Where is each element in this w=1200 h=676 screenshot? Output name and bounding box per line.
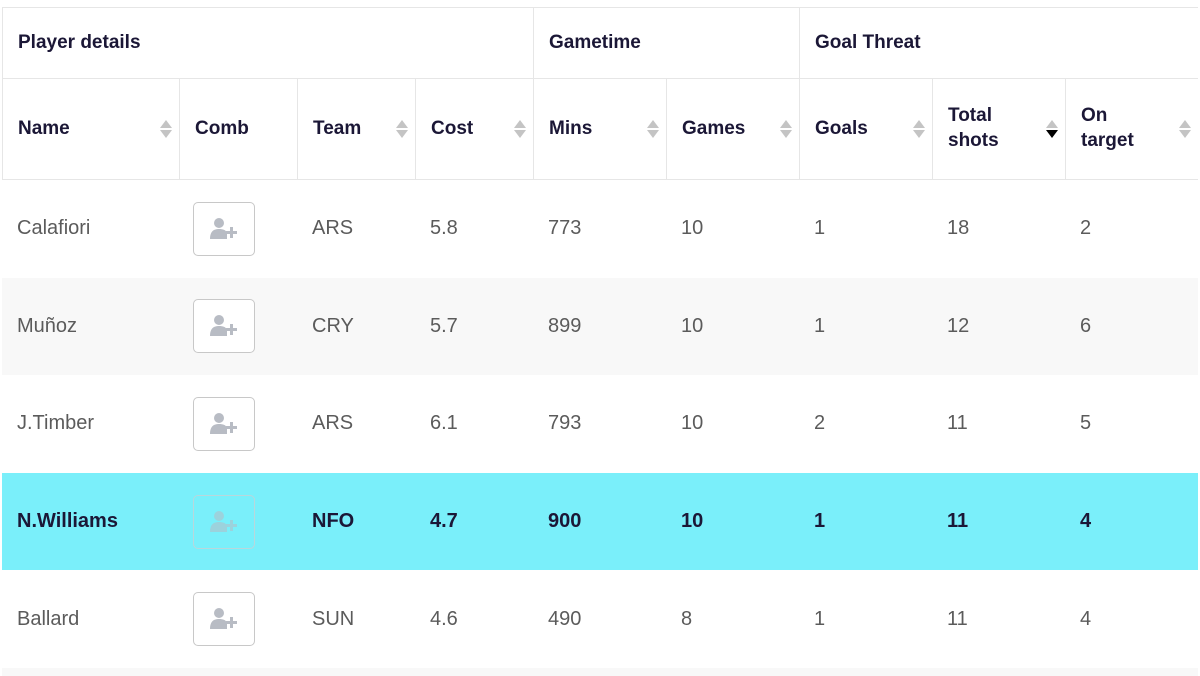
player-stats-table: Player details Gametime Goal Threat Name…: [2, 7, 1198, 668]
goals: 1: [814, 607, 826, 630]
comb-cell: [179, 570, 297, 668]
total-shots: 11: [947, 412, 968, 435]
sort-descending-icon[interactable]: [1046, 118, 1058, 140]
sort-icon[interactable]: [514, 118, 526, 140]
total-shots: 11: [947, 510, 969, 533]
comb-cell: [179, 180, 297, 278]
player-name[interactable]: Muñoz: [17, 314, 78, 337]
sort-icon[interactable]: [396, 118, 408, 140]
column-header-games[interactable]: Games: [666, 79, 799, 179]
column-header-total-shots[interactable]: Total shots: [932, 79, 1065, 179]
table-row-highlighted[interactable]: N.Williams NFO 4.7 900 10 1 11 4: [2, 472, 1198, 571]
table-row[interactable]: Muñoz CRY 5.7 899 10 1 12 6: [2, 277, 1198, 376]
goals: 1: [814, 217, 826, 240]
games: 10: [681, 217, 704, 240]
player-name[interactable]: J.Timber: [17, 412, 95, 435]
sort-icon[interactable]: [913, 118, 925, 140]
sort-icon[interactable]: [160, 118, 172, 140]
group-header-goal-threat: Goal Threat: [799, 8, 1198, 78]
mins: 490: [548, 607, 582, 630]
cost: 5.8: [430, 217, 458, 240]
sort-icon[interactable]: [780, 118, 792, 140]
comb-cell: [179, 375, 297, 473]
on-target: 6: [1080, 314, 1092, 337]
on-target: 4: [1080, 510, 1092, 533]
add-to-comb-button[interactable]: [193, 494, 255, 549]
column-header-label: Team: [313, 117, 362, 139]
cost: 4.6: [430, 607, 458, 630]
team: SUN: [312, 607, 355, 630]
mins: 773: [548, 217, 582, 240]
table-row[interactable]: J.Timber ARS 6.1 793 10 2 11 5: [2, 375, 1198, 473]
on-target: 4: [1080, 607, 1092, 630]
column-header-label: Goals: [815, 117, 868, 139]
comb-cell: [179, 473, 297, 571]
add-user-icon: [210, 217, 237, 239]
add-to-comb-button[interactable]: [193, 396, 255, 451]
sort-icon[interactable]: [647, 118, 659, 140]
team: NFO: [312, 510, 355, 533]
column-header-comb: Comb: [179, 79, 297, 179]
table-row[interactable]: Ballard SUN 4.6 490 8 1 11 4: [2, 570, 1198, 668]
cost: 5.7: [430, 314, 458, 337]
on-target: 2: [1080, 217, 1092, 240]
table-row[interactable]: Calafiori ARS 5.8 773 10 1 18 2: [2, 180, 1198, 278]
add-to-comb-button[interactable]: [193, 592, 255, 647]
column-header-label: Total shots: [948, 105, 999, 151]
total-shots: 11: [947, 607, 968, 630]
add-user-icon: [210, 315, 237, 337]
team: CRY: [312, 314, 354, 337]
column-group-header-row: Player details Gametime Goal Threat: [2, 7, 1198, 79]
column-header-label: Games: [682, 117, 746, 139]
sort-icon[interactable]: [1179, 118, 1191, 140]
cost: 6.1: [430, 412, 458, 435]
column-header-team[interactable]: Team: [297, 79, 415, 179]
team: ARS: [312, 412, 354, 435]
player-name[interactable]: N.Williams: [17, 510, 118, 533]
column-header-label: Name: [18, 117, 70, 139]
goals: 1: [814, 510, 826, 533]
column-header-label: Comb: [195, 117, 249, 139]
team: ARS: [312, 217, 354, 240]
add-user-icon: [210, 510, 237, 532]
column-header-name[interactable]: Name: [2, 79, 179, 179]
mins: 900: [548, 510, 582, 533]
mins: 899: [548, 314, 582, 337]
total-shots: 18: [947, 217, 970, 240]
column-header-cost[interactable]: Cost: [415, 79, 533, 179]
player-name[interactable]: Calafiori: [17, 217, 91, 240]
add-to-comb-button[interactable]: [193, 201, 255, 256]
column-header-label: Mins: [549, 117, 593, 139]
column-header-on-target[interactable]: On target: [1065, 79, 1198, 179]
group-header-gametime: Gametime: [533, 8, 799, 78]
goals: 2: [814, 412, 826, 435]
goals: 1: [814, 314, 826, 337]
mins: 793: [548, 412, 582, 435]
group-header-player-details: Player details: [2, 8, 533, 78]
column-header-row: Name Comb Team Cost Mins Games Goals Tot…: [2, 79, 1198, 180]
on-target: 5: [1080, 412, 1092, 435]
column-header-goals[interactable]: Goals: [799, 79, 932, 179]
cost: 4.7: [430, 510, 458, 533]
add-user-icon: [210, 412, 237, 434]
column-header-label: Cost: [431, 117, 474, 139]
player-name[interactable]: Ballard: [17, 607, 80, 630]
add-to-comb-button[interactable]: [193, 299, 255, 354]
games: 8: [681, 607, 693, 630]
comb-cell: [179, 278, 297, 376]
games: 10: [681, 412, 704, 435]
games: 10: [681, 314, 704, 337]
games: 10: [681, 510, 704, 533]
add-user-icon: [210, 608, 237, 630]
column-header-label: On target: [1081, 105, 1134, 151]
next-table-row-partial: [2, 668, 1198, 676]
total-shots: 12: [947, 314, 970, 337]
column-header-mins[interactable]: Mins: [533, 79, 666, 179]
